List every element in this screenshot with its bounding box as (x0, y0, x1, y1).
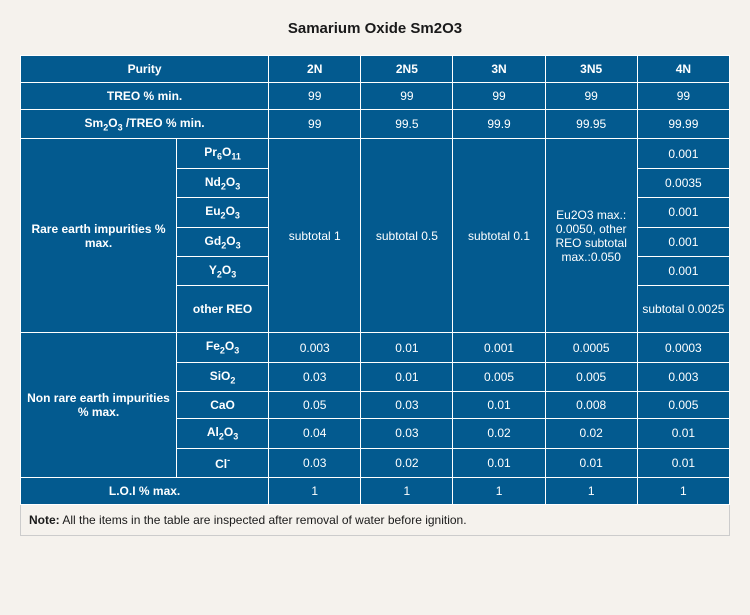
cell: 0.003 (269, 333, 361, 362)
cell: 0.0005 (545, 333, 637, 362)
cell: 0.005 (637, 392, 729, 419)
cell: 0.01 (637, 419, 729, 448)
cell: 0.01 (361, 362, 453, 391)
table-row: Rare earth impurities % max. Pr6O11 subt… (21, 139, 730, 168)
sublabel: Cl- (176, 448, 268, 477)
cell: 0.05 (269, 392, 361, 419)
cell: 0.02 (453, 419, 545, 448)
sublabel: Fe2O3 (176, 333, 268, 362)
note-prefix: Note: (29, 513, 60, 527)
cell: 1 (453, 477, 545, 504)
sublabel: Pr6O11 (176, 139, 268, 168)
cell-merged: subtotal 1 (269, 139, 361, 333)
cell: 0.03 (269, 448, 361, 477)
cell: 0.03 (361, 419, 453, 448)
sublabel: Gd2O3 (176, 227, 268, 256)
sublabel: SiO2 (176, 362, 268, 391)
cell: 1 (637, 477, 729, 504)
cell: 0.0003 (637, 333, 729, 362)
header-col: 2N (269, 56, 361, 83)
cell: 0.005 (545, 362, 637, 391)
cell: 0.001 (637, 198, 729, 227)
cell: 99.99 (637, 110, 729, 139)
cell: 0.0035 (637, 168, 729, 197)
note-text: All the items in the table are inspected… (60, 513, 467, 527)
cell: 0.001 (453, 333, 545, 362)
cell: 0.01 (453, 448, 545, 477)
cell: 0.008 (545, 392, 637, 419)
note-cell: Note: All the items in the table are ins… (21, 504, 730, 535)
cell: 0.005 (453, 362, 545, 391)
spec-table: Purity 2N 2N5 3N 3N5 4N TREO % min. 99 9… (20, 55, 730, 536)
header-col: 4N (637, 56, 729, 83)
cell: 99 (269, 83, 361, 110)
header-col: 3N5 (545, 56, 637, 83)
cell: 99 (269, 110, 361, 139)
cell: 0.01 (545, 448, 637, 477)
table-row: Non rare earth impurities % max. Fe2O3 0… (21, 333, 730, 362)
cell: subtotal 0.0025 (637, 286, 729, 333)
row-label: Sm2O3 /TREO % min. (21, 110, 269, 139)
cell-merged: subtotal 0.1 (453, 139, 545, 333)
cell: 0.03 (361, 392, 453, 419)
cell: 0.001 (637, 256, 729, 285)
header-purity: Purity (21, 56, 269, 83)
sublabel: Y2O3 (176, 256, 268, 285)
cell: 0.04 (269, 419, 361, 448)
cell: 99.5 (361, 110, 453, 139)
cell: 0.01 (361, 333, 453, 362)
page-title: Samarium Oxide Sm2O3 (20, 20, 730, 37)
cell: 0.001 (637, 227, 729, 256)
cell: 99 (453, 83, 545, 110)
table-row: Purity 2N 2N5 3N 3N5 4N (21, 56, 730, 83)
cell: 99 (361, 83, 453, 110)
cell: 1 (361, 477, 453, 504)
cell: 1 (269, 477, 361, 504)
sublabel: other REO (176, 286, 268, 333)
cell: 0.01 (637, 448, 729, 477)
cell: 0.001 (637, 139, 729, 168)
cell: 0.02 (545, 419, 637, 448)
cell: 0.003 (637, 362, 729, 391)
cell: 0.01 (453, 392, 545, 419)
table-row: TREO % min. 99 99 99 99 99 (21, 83, 730, 110)
sublabel: CaO (176, 392, 268, 419)
cell: 99 (545, 83, 637, 110)
row-label: L.O.I % max. (21, 477, 269, 504)
table-row: Sm2O3 /TREO % min. 99 99.5 99.9 99.95 99… (21, 110, 730, 139)
sublabel: Al2O3 (176, 419, 268, 448)
table-row: L.O.I % max. 1 1 1 1 1 (21, 477, 730, 504)
cell: 0.02 (361, 448, 453, 477)
cell-merged: subtotal 0.5 (361, 139, 453, 333)
row-label: TREO % min. (21, 83, 269, 110)
cell: 99 (637, 83, 729, 110)
group-label-rare: Rare earth impurities % max. (21, 139, 177, 333)
cell: 99.95 (545, 110, 637, 139)
cell-merged: Eu2O3 max.: 0.0050, other REO subtotal m… (545, 139, 637, 333)
cell: 1 (545, 477, 637, 504)
group-label-nonrare: Non rare earth impurities % max. (21, 333, 177, 477)
sublabel: Eu2O3 (176, 198, 268, 227)
header-col: 3N (453, 56, 545, 83)
sublabel: Nd2O3 (176, 168, 268, 197)
note-row: Note: All the items in the table are ins… (21, 504, 730, 535)
header-col: 2N5 (361, 56, 453, 83)
cell: 99.9 (453, 110, 545, 139)
cell: 0.03 (269, 362, 361, 391)
